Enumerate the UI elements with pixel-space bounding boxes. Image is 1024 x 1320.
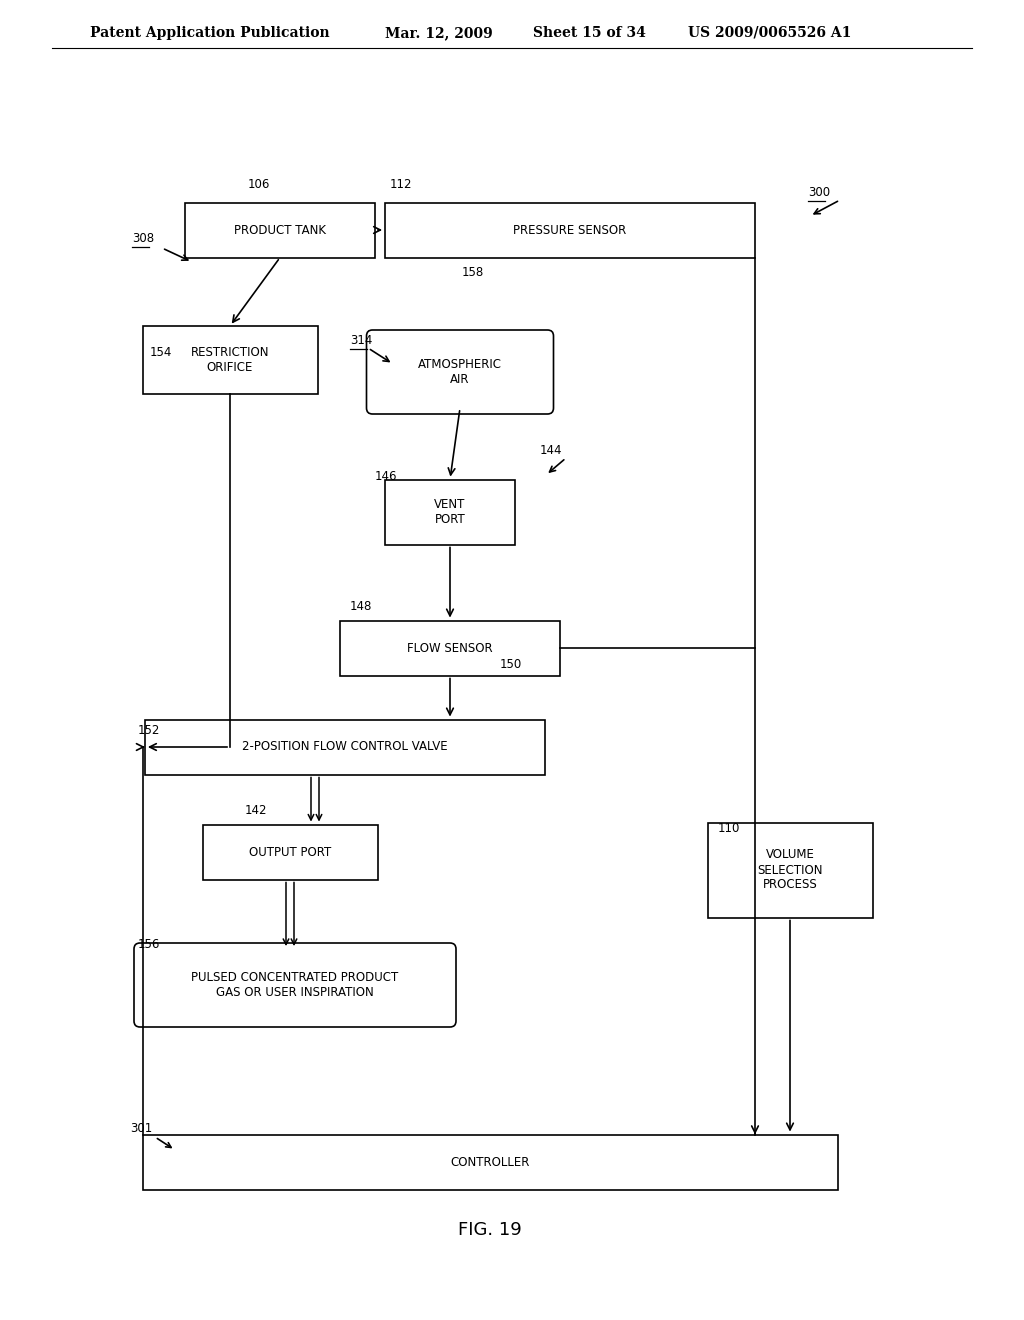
Text: Mar. 12, 2009: Mar. 12, 2009 <box>385 26 493 40</box>
FancyBboxPatch shape <box>134 942 456 1027</box>
Text: 300: 300 <box>808 186 830 198</box>
Text: OUTPUT PORT: OUTPUT PORT <box>249 846 331 858</box>
Text: 154: 154 <box>150 346 172 359</box>
Text: Sheet 15 of 34: Sheet 15 of 34 <box>534 26 646 40</box>
Text: 148: 148 <box>350 599 373 612</box>
Text: 152: 152 <box>138 723 161 737</box>
Text: US 2009/0065526 A1: US 2009/0065526 A1 <box>688 26 851 40</box>
FancyBboxPatch shape <box>203 825 378 879</box>
FancyBboxPatch shape <box>708 822 872 917</box>
FancyBboxPatch shape <box>385 479 515 544</box>
Text: FIG. 19: FIG. 19 <box>458 1221 522 1239</box>
Text: PRODUCT TANK: PRODUCT TANK <box>234 223 326 236</box>
FancyBboxPatch shape <box>367 330 554 414</box>
FancyBboxPatch shape <box>185 202 375 257</box>
Text: 106: 106 <box>248 178 270 191</box>
FancyBboxPatch shape <box>385 202 755 257</box>
Text: 308: 308 <box>132 231 155 244</box>
Text: RESTRICTION
ORIFICE: RESTRICTION ORIFICE <box>190 346 269 374</box>
Text: PULSED CONCENTRATED PRODUCT
GAS OR USER INSPIRATION: PULSED CONCENTRATED PRODUCT GAS OR USER … <box>191 972 398 999</box>
Text: Patent Application Publication: Patent Application Publication <box>90 26 330 40</box>
Text: VENT
PORT: VENT PORT <box>434 498 466 525</box>
Text: 144: 144 <box>540 444 562 457</box>
Text: CONTROLLER: CONTROLLER <box>451 1155 529 1168</box>
Text: 150: 150 <box>500 657 522 671</box>
Text: 158: 158 <box>462 265 484 279</box>
Text: FLOW SENSOR: FLOW SENSOR <box>408 642 493 655</box>
FancyBboxPatch shape <box>142 326 317 393</box>
Text: 112: 112 <box>390 178 413 191</box>
Text: PRESSURE SENSOR: PRESSURE SENSOR <box>513 223 627 236</box>
Text: 301: 301 <box>130 1122 153 1134</box>
Text: 110: 110 <box>718 821 740 834</box>
FancyBboxPatch shape <box>145 719 545 775</box>
Text: 146: 146 <box>375 470 397 483</box>
FancyBboxPatch shape <box>142 1134 838 1189</box>
Text: 142: 142 <box>245 804 267 817</box>
FancyBboxPatch shape <box>340 620 560 676</box>
Text: VOLUME
SELECTION
PROCESS: VOLUME SELECTION PROCESS <box>758 849 822 891</box>
Text: 2-POSITION FLOW CONTROL VALVE: 2-POSITION FLOW CONTROL VALVE <box>243 741 447 754</box>
Text: 314: 314 <box>350 334 373 346</box>
Text: 156: 156 <box>138 939 161 952</box>
Text: ATMOSPHERIC
AIR: ATMOSPHERIC AIR <box>418 358 502 385</box>
